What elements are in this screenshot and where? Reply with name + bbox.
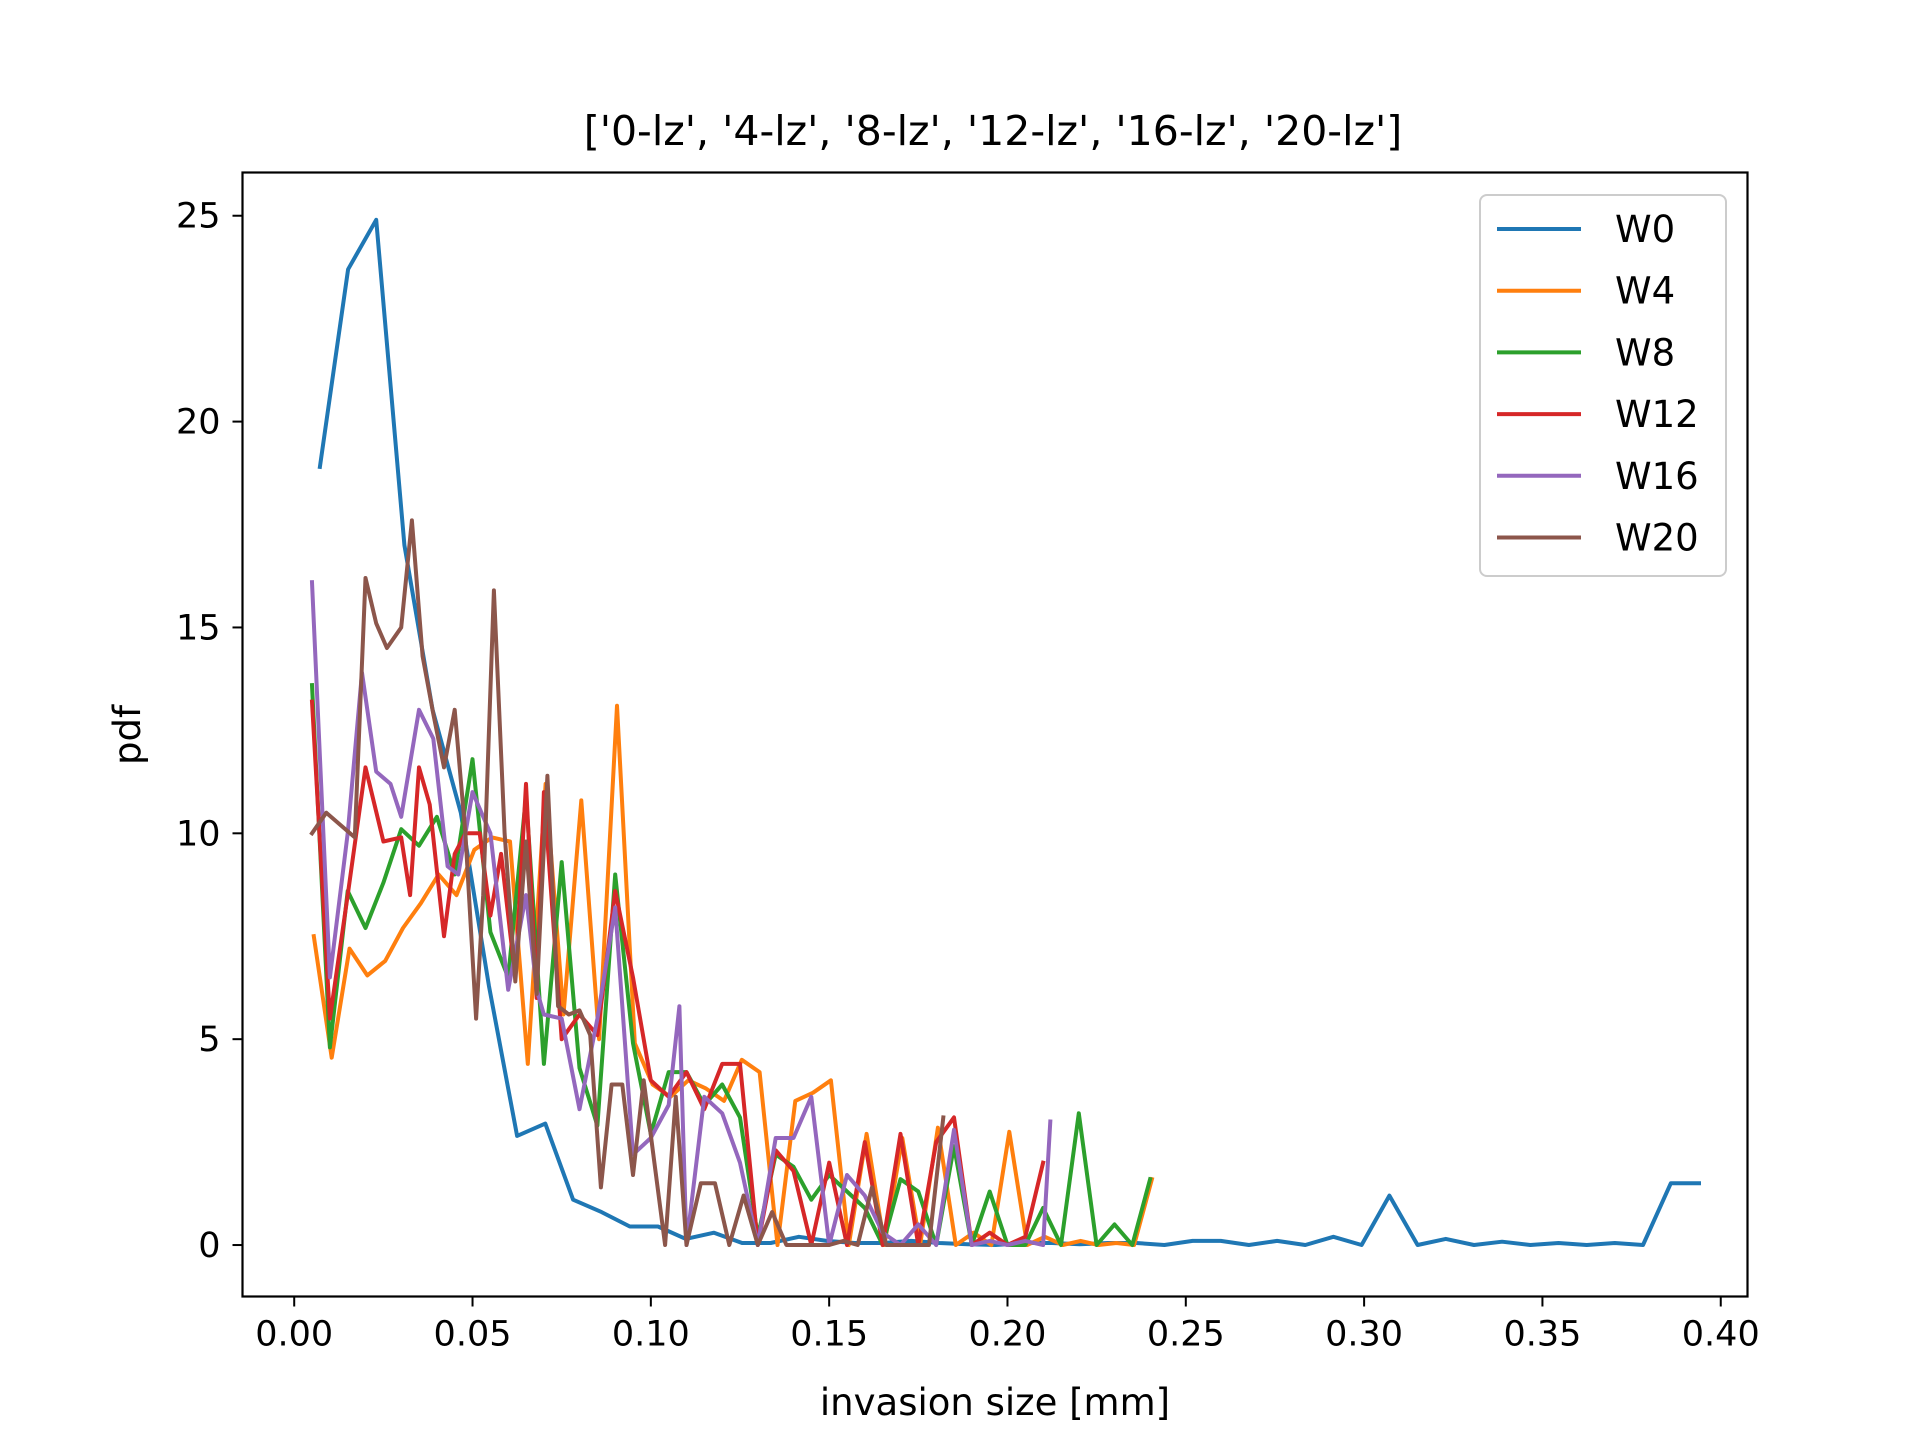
series-layer (309, 217, 1701, 1247)
series-line-w20 (309, 518, 946, 1247)
legend-label-w20: W20 (1615, 517, 1699, 560)
x-tick-label: 0.00 (255, 1315, 333, 1355)
x-ticks: 0.00 0.05 0.10 0.15 0.20 0.25 0.30 0.35 0.40 (255, 1296, 1760, 1355)
x-tick-label: 0.05 (434, 1315, 512, 1355)
y-ticks: 0 5 10 15 20 25 (176, 197, 243, 1266)
y-tick-label: 5 (198, 1020, 220, 1060)
y-tick-label: 25 (176, 197, 221, 237)
legend-entries: W0 W4 W8 W12 W16 W20 (1497, 208, 1699, 560)
x-tick-label: 0.35 (1503, 1315, 1581, 1355)
x-tick-label: 0.15 (790, 1315, 868, 1355)
x-tick-label: 0.10 (612, 1315, 690, 1355)
legend: W0 W4 W8 W12 W16 W20 (1479, 194, 1727, 577)
plot-frame (241, 171, 1749, 1298)
x-tick-label: 0.25 (1147, 1315, 1225, 1355)
legend-label-w0: W0 (1615, 208, 1675, 251)
y-tick-label: 20 (176, 403, 221, 443)
y-tick-label: 0 (198, 1226, 220, 1266)
y-tick-label: 10 (176, 814, 221, 854)
series-line-w12 (309, 699, 1046, 1247)
x-axis-label: invasion size [mm] (820, 1381, 1170, 1424)
legend-label-w16: W16 (1615, 455, 1699, 498)
legend-label-w4: W4 (1615, 270, 1675, 313)
series-line-w4 (311, 703, 1155, 1247)
chart-title: ['0-lz', '4-lz', '8-lz', '12-lz', '16-lz… (584, 107, 1403, 155)
x-tick-label: 0.40 (1682, 1315, 1760, 1355)
y-axis-label: pdf (106, 704, 149, 765)
legend-label-w12: W12 (1615, 393, 1699, 436)
y-tick-label: 15 (176, 608, 221, 648)
x-tick-label: 0.30 (1325, 1315, 1403, 1355)
legend-label-w8: W8 (1615, 331, 1675, 374)
series-line-w16 (309, 580, 1053, 1247)
x-tick-label: 0.20 (969, 1315, 1047, 1355)
